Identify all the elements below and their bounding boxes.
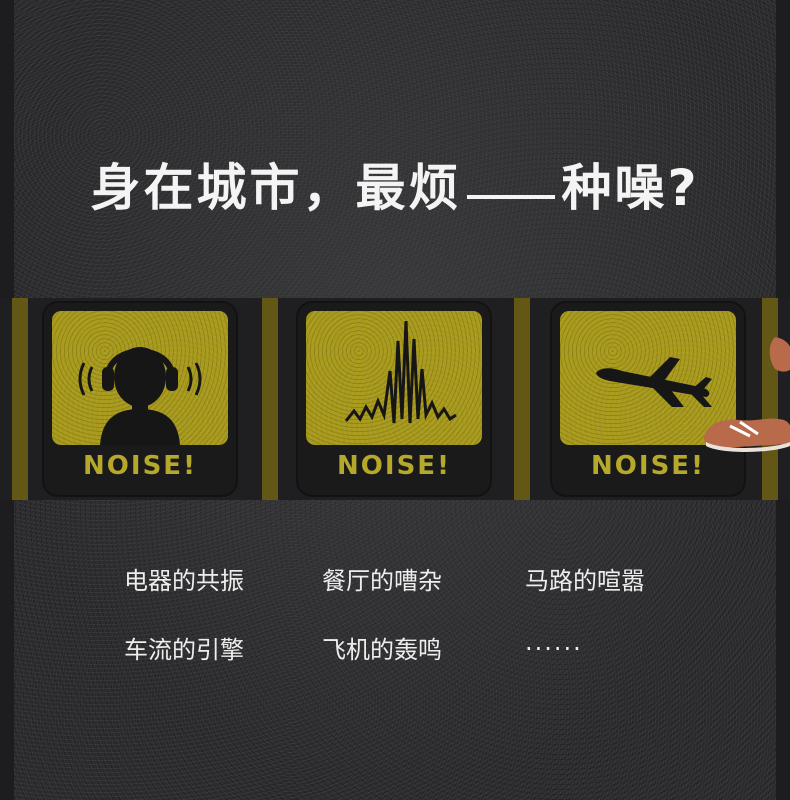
- list-item: 餐厅的嘈杂: [322, 567, 442, 595]
- sneaker-image: [704, 418, 790, 452]
- strip-stripe: [762, 298, 778, 500]
- list-item: 电器的共振: [124, 567, 244, 595]
- sign-label: NOISE!: [591, 451, 705, 481]
- sound-wave-icon: [344, 320, 457, 424]
- title-part-1: 身在城市，最烦: [90, 159, 462, 217]
- noise-sign-wave: NOISE!: [298, 303, 490, 495]
- sneaker-image: [769, 337, 790, 372]
- strip-stripe: [514, 298, 530, 500]
- list-item: 马路的喧嚣: [525, 567, 645, 595]
- list-item: 车流的引擎: [124, 636, 244, 664]
- list-item: ......: [525, 628, 583, 656]
- page-title: 身在城市，最烦 种噪?: [0, 148, 790, 220]
- strip-stripe: [12, 298, 28, 500]
- list-item: 飞机的轰鸣: [322, 636, 442, 664]
- airplane-icon: [596, 357, 712, 407]
- title-blank-line: [467, 195, 556, 199]
- strip-stripe: [262, 298, 278, 500]
- headphones-person-icon: [78, 347, 202, 445]
- sign-label: NOISE!: [337, 451, 451, 481]
- noise-sign-airplane: NOISE!: [552, 303, 744, 495]
- sign-label: NOISE!: [83, 451, 197, 481]
- title-part-2: 种噪?: [561, 159, 700, 217]
- noise-sign-headphones: NOISE!: [44, 303, 236, 495]
